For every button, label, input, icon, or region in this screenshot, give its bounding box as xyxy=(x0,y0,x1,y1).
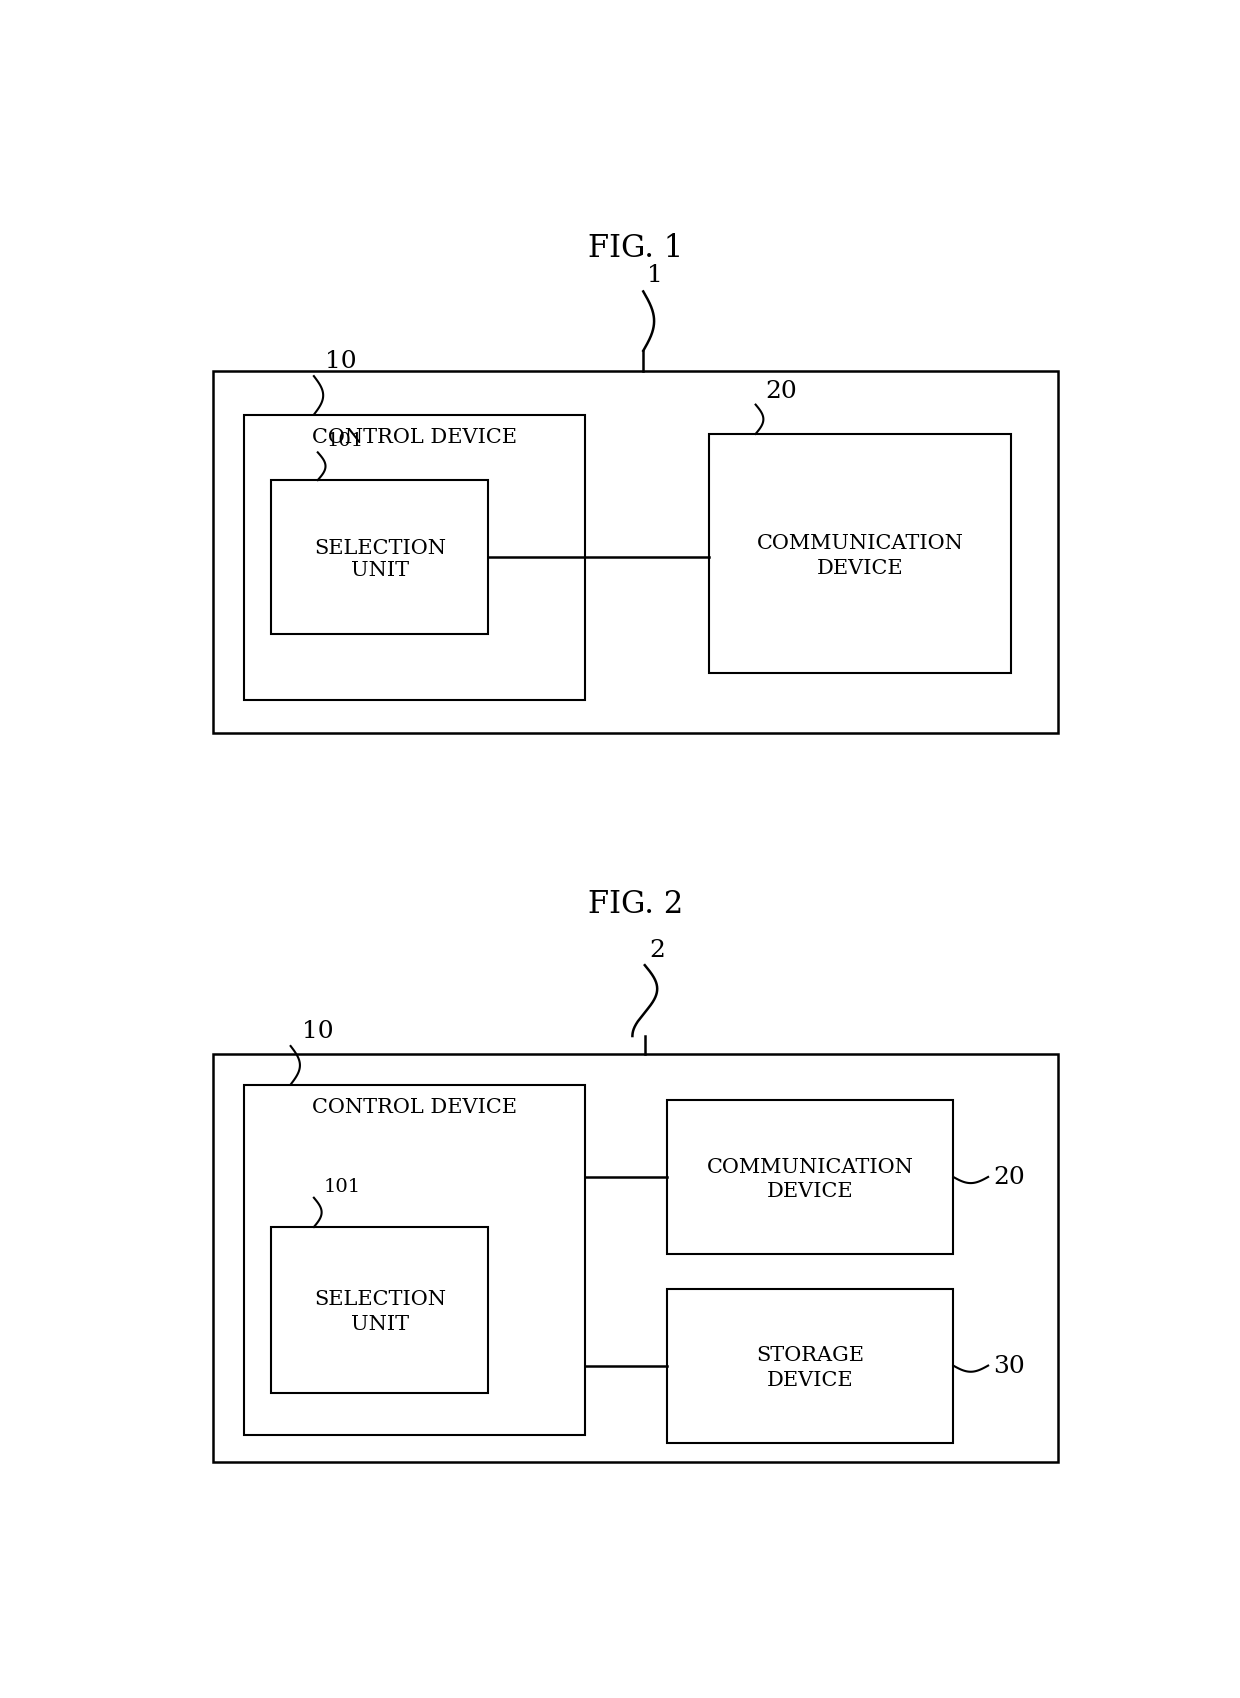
Text: 20: 20 xyxy=(993,1167,1025,1189)
Bar xyxy=(667,1100,954,1255)
Text: 1: 1 xyxy=(647,263,663,287)
Text: 2: 2 xyxy=(650,939,666,961)
Text: UNIT: UNIT xyxy=(351,560,409,579)
Bar xyxy=(272,1228,489,1392)
Bar xyxy=(244,416,585,700)
Text: 101: 101 xyxy=(324,1177,361,1195)
Text: SELECTION: SELECTION xyxy=(314,538,445,559)
Bar xyxy=(213,372,1058,734)
Text: DEVICE: DEVICE xyxy=(766,1370,853,1389)
Text: 20: 20 xyxy=(765,379,796,402)
Text: CONTROL DEVICE: CONTROL DEVICE xyxy=(312,1097,517,1116)
Text: 10: 10 xyxy=(303,1019,334,1043)
Text: COMMUNICATION: COMMUNICATION xyxy=(707,1156,914,1177)
Bar xyxy=(272,481,489,635)
Text: 101: 101 xyxy=(327,431,365,450)
Bar xyxy=(244,1085,585,1435)
Text: COMMUNICATION: COMMUNICATION xyxy=(756,533,963,552)
Text: SELECTION: SELECTION xyxy=(314,1290,445,1309)
Bar xyxy=(667,1289,954,1443)
Text: 30: 30 xyxy=(993,1355,1025,1377)
Text: DEVICE: DEVICE xyxy=(817,559,904,577)
Bar xyxy=(213,1054,1058,1462)
Text: STORAGE: STORAGE xyxy=(756,1345,864,1365)
Text: 10: 10 xyxy=(325,350,357,374)
Text: CONTROL DEVICE: CONTROL DEVICE xyxy=(312,428,517,447)
Text: UNIT: UNIT xyxy=(351,1314,409,1333)
Bar xyxy=(709,435,1012,672)
Text: DEVICE: DEVICE xyxy=(766,1182,853,1200)
Text: FIG. 2: FIG. 2 xyxy=(588,888,683,920)
Text: FIG. 1: FIG. 1 xyxy=(588,233,683,263)
